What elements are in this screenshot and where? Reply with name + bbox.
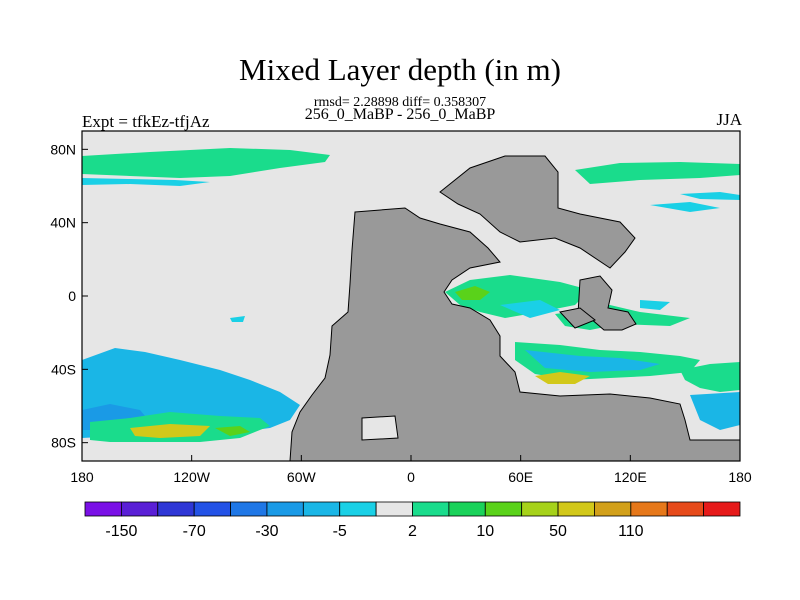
patch-tropic-cyan — [500, 300, 560, 318]
x-tick-label: 180 — [70, 469, 94, 485]
colorbar-swatch — [339, 501, 377, 517]
y-tick-label: 0 — [68, 288, 76, 304]
land-masses — [289, 155, 741, 462]
colorbar-label: 2 — [408, 523, 417, 540]
patch-south-east-green — [680, 362, 740, 392]
colorbar-swatch — [448, 501, 486, 517]
y-tick-label: 80S — [51, 435, 76, 451]
patch-north-pacific — [82, 148, 330, 178]
colorbar-swatch — [302, 501, 341, 517]
colorbar-label: 50 — [549, 523, 567, 540]
colorbar-swatch — [120, 501, 159, 517]
patch-north-east-cyan-2 — [650, 202, 720, 212]
y-tick-label: 40S — [51, 361, 76, 377]
patch-tropic-cyan-3 — [230, 316, 245, 322]
colorbar-swatch — [557, 501, 595, 517]
patch-north-pacific-cyan — [82, 178, 210, 186]
experiment-label: 256_0_MaBP - 256_0_MaBP — [304, 106, 496, 123]
colorbar-swatch — [703, 501, 741, 517]
patch-south-band-yellow — [535, 372, 590, 384]
patch-tropic-cyan-2 — [640, 300, 670, 310]
colorbar-label: -30 — [255, 523, 278, 540]
colorbar-swatch — [157, 501, 195, 517]
colorbar-label: -70 — [183, 523, 206, 540]
land-east-island — [559, 307, 596, 329]
colorbar-swatch — [84, 501, 122, 517]
colorbar-label: 10 — [476, 523, 494, 540]
land-south-island — [361, 415, 399, 441]
y-tick-label: 40N — [50, 215, 76, 231]
patch-north-east-cyan — [680, 192, 740, 200]
axis-ticks: 180 120W 60W 0 60E 120E 180 80N 40N 0 40S 80S — [50, 141, 752, 485]
patch-south-east-cyan — [690, 392, 740, 430]
colorbar-swatch — [630, 501, 668, 517]
land-north-block — [439, 155, 636, 269]
chart-subtitle: rmsd= 2.28898 diff= 0.358307 — [313, 95, 487, 110]
colorbar-swatch — [521, 501, 559, 517]
x-tick-label: 60W — [287, 469, 317, 485]
colorbar-swatch — [375, 501, 413, 517]
patch-north-east — [575, 162, 740, 184]
y-tick-label: 80N — [50, 141, 76, 157]
season-label: JJA — [716, 110, 742, 129]
colorbar-label: 110 — [618, 523, 644, 540]
colorbar-swatch — [412, 501, 450, 517]
chart-title: Mixed Layer depth (in m) — [239, 52, 561, 87]
x-tick-label: 0 — [407, 469, 415, 485]
x-tick-label: 120E — [614, 469, 647, 485]
patch-tropic-light-green — [455, 286, 490, 300]
x-tick-label: 180 — [728, 469, 752, 485]
colorbar-swatch — [484, 501, 523, 517]
colorbar-swatch — [594, 501, 632, 517]
colorbar-label: -150 — [105, 523, 137, 540]
colorbar-swatch — [230, 501, 268, 517]
patch-south-band-cyan — [525, 350, 660, 372]
colorbar-swatch — [666, 501, 705, 517]
colorbar-swatch — [193, 501, 231, 517]
expt-label: Expt = tfkEz-tfjAz — [82, 112, 210, 131]
patch-south-pacific-light-green — [215, 426, 250, 436]
land-continent-main — [289, 207, 741, 462]
colorbar-label: -5 — [333, 523, 347, 540]
colorbar: -150 -70 -30 -5 2 10 50 110 — [84, 501, 741, 540]
x-tick-label: 60E — [508, 469, 533, 485]
x-tick-label: 120W — [173, 469, 210, 485]
colorbar-swatch — [266, 501, 304, 517]
patch-south-pacific-yellow — [130, 424, 210, 438]
